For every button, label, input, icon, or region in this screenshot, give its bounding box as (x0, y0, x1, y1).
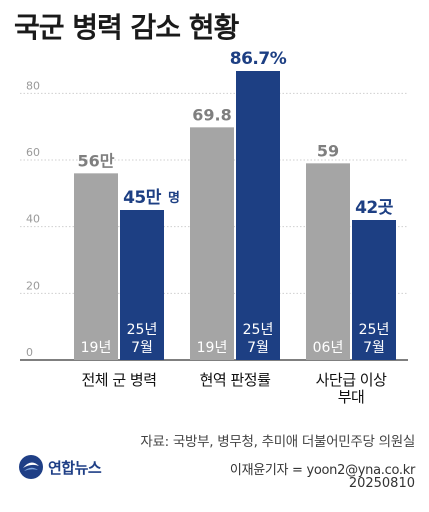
y-tick-label: 40 (26, 213, 40, 226)
reporter-credit: 이재윤기자 = yoon2@yna.co.kr (229, 463, 415, 478)
unit-annotation: 명 (168, 190, 180, 206)
period-label-past: 19년 (81, 340, 112, 356)
period-label-current: 7월 (131, 340, 153, 356)
bar-past (190, 127, 234, 360)
period-label-current: 7월 (363, 340, 385, 356)
period-label-past: 06년 (313, 340, 344, 356)
period-label-current: 25년 (243, 322, 274, 338)
y-tick-label: 20 (26, 279, 40, 292)
data-label-past: 69.8 (192, 105, 231, 124)
data-label-current: 45만 (123, 188, 162, 208)
y-tick-label: 80 (26, 79, 40, 92)
logo: 연합뉴스 (18, 454, 102, 480)
category-label: 현역 판정률 (200, 371, 271, 389)
period-label-current: 25년 (127, 322, 158, 338)
bar-past (74, 173, 118, 360)
y-tick-label: 0 (26, 346, 33, 359)
source-note: 자료: 국방부, 병무청, 추미애 더불어민주당 의원실 (140, 434, 415, 450)
logo-text: 연합뉴스 (48, 458, 102, 477)
data-label-past: 56만 (78, 151, 115, 170)
chart-title: 국군 병력 감소 현황 (14, 11, 239, 44)
bar-current (236, 71, 280, 360)
bar-current (120, 210, 164, 360)
data-label-past: 59 (317, 141, 339, 160)
period-label-current: 7월 (247, 340, 269, 356)
data-label-current: 86.7% (230, 49, 287, 69)
period-label-current: 25년 (359, 322, 390, 338)
category-label: 전체 군 병력 (81, 371, 156, 389)
bar-past (306, 163, 350, 360)
bar-current (352, 220, 396, 360)
y-tick-label: 60 (26, 146, 40, 159)
publish-date: 20250810 (348, 476, 415, 491)
period-label-past: 19년 (197, 340, 228, 356)
data-label-current: 42곳 (355, 198, 394, 218)
category-label: 사단급 이상 (316, 371, 387, 389)
yonhap-logo-icon (19, 455, 43, 479)
category-label: 부대 (338, 388, 365, 406)
